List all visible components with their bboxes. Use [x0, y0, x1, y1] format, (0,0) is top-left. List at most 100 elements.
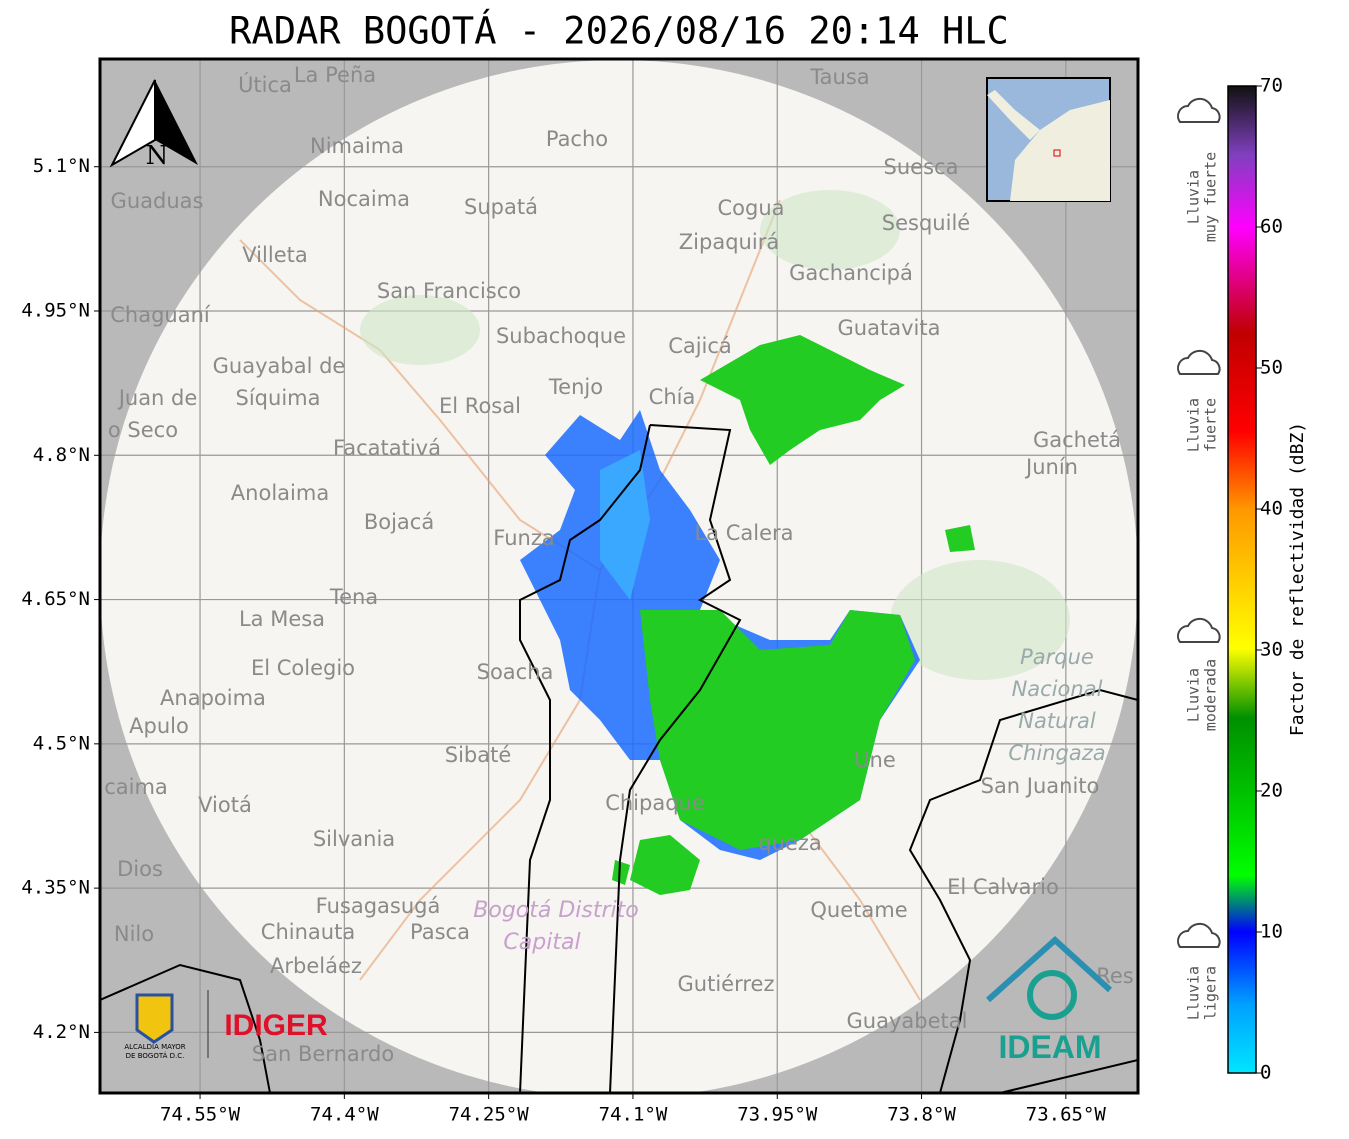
title: RADAR BOGOTÁ - 2026/08/16 20:14 HLC: [229, 9, 1009, 53]
place-label: Une: [854, 748, 896, 772]
place-label: Pasca: [410, 920, 470, 944]
place-label: Guayabal de: [213, 354, 346, 378]
place-label: Gachancipá: [789, 261, 913, 285]
place-label: La Peña: [294, 63, 376, 87]
park-label: Chingaza: [1008, 741, 1105, 765]
map-frame: [98, 57, 1140, 1095]
y-tick-label: 4.65°N: [21, 588, 90, 610]
colorbar-tick-label: 0: [1260, 1062, 1271, 1084]
colorbar-tick-label: 60: [1260, 216, 1283, 238]
place-label: Zipaquirá: [679, 230, 779, 254]
rain-class-label: Lluvia: [1185, 966, 1203, 1020]
logo-ideam-text: IDEAM: [998, 1029, 1101, 1065]
boundaries: [100, 424, 1138, 1093]
rain-class-label: muy fuerte: [1202, 152, 1220, 242]
x-tick-label: 74.1°W: [599, 1104, 668, 1126]
rain-icon: [1177, 922, 1221, 948]
x-tick-label: 73.65°W: [1026, 1104, 1107, 1126]
place-label: Cajicá: [668, 334, 732, 358]
place-label: Junín: [1024, 455, 1078, 479]
rain-class-label: Lluvia: [1185, 398, 1203, 452]
place-label: Dios: [117, 857, 163, 881]
x-tick-label: 74.4°W: [310, 1104, 379, 1126]
place-label: Tena: [329, 585, 378, 609]
rain-class-label: Lluvia: [1185, 170, 1203, 224]
place-label: Bojacá: [364, 510, 434, 534]
x-tick-label: 73.8°W: [887, 1104, 956, 1126]
place-label: Nimaima: [310, 134, 404, 158]
rain-icon: [1177, 617, 1221, 643]
place-label: Anapoima: [160, 686, 266, 710]
y-tick-label: 4.35°N: [21, 877, 90, 899]
colorbar-label: Factor de reflectividad (dBZ): [1287, 422, 1308, 736]
colorbar: [1227, 85, 1257, 1074]
y-tick-label: 5.1°N: [33, 155, 90, 177]
north-label: N: [146, 141, 169, 171]
place-label: El Calvario: [947, 875, 1059, 899]
y-tick-label: 4.5°N: [33, 732, 90, 754]
place-label: Subachoque: [496, 324, 626, 348]
colorbar-tick-label: 20: [1260, 780, 1283, 802]
place-label: Quetame: [810, 898, 907, 922]
radar-echoes: [520, 335, 975, 895]
logo-idiger: IDIGER: [224, 1009, 328, 1042]
place-label: Apulo: [129, 714, 189, 738]
colorbar-tick-label: 50: [1260, 357, 1283, 379]
place-label: La Calera: [694, 521, 793, 545]
x-tick-label: 74.55°W: [160, 1104, 241, 1126]
map: Útica La Peña Tausa Pacho Nimaima Guaduas Noca…: [100, 59, 1138, 1093]
place-label: o Seco: [108, 418, 178, 442]
place-label: Síquima: [236, 386, 321, 410]
place-label: Silvania: [313, 827, 395, 851]
inset-map: [986, 77, 1111, 202]
place-label: San Bernardo: [252, 1042, 394, 1066]
logo-text: DE BOGOTÁ D.C.: [126, 1051, 185, 1060]
place-label: caima: [104, 775, 168, 799]
place-label: Soacha: [477, 660, 554, 684]
place-label: Chía: [649, 385, 696, 409]
terrain: [360, 190, 1070, 680]
place-label: San Francisco: [377, 279, 521, 303]
north-arrow: N: [109, 79, 198, 171]
place-label: queza: [758, 831, 821, 855]
place-label: Sibaté: [445, 743, 512, 767]
district-label: Capital: [503, 930, 580, 955]
rain-icon: [1177, 97, 1221, 123]
rain-class-label: ligera: [1202, 966, 1220, 1020]
place-label: Chipaque: [605, 791, 705, 815]
y-tick-label: 4.95°N: [21, 300, 90, 322]
place-label: El Colegio: [251, 656, 355, 680]
y-tick-label: 4.8°N: [33, 444, 90, 466]
place-label: Tenjo: [548, 375, 603, 399]
y-tick-label: 4.2°N: [33, 1021, 90, 1043]
logo-ideam: IDEAM: [985, 935, 1113, 1065]
place-label: Arbeláez: [270, 954, 362, 978]
rain-icon: [1177, 349, 1221, 375]
place-label: Facatativá: [333, 436, 441, 460]
place-label: Gachetá: [1033, 428, 1121, 452]
place-label: Gutiérrez: [678, 972, 775, 996]
colorbar-tick-label: 70: [1260, 75, 1283, 97]
colorbar-tick-label: 30: [1260, 639, 1283, 661]
place-label: Cogua: [717, 196, 784, 220]
place-label: Sesquilé: [882, 211, 970, 235]
colorbar-tick-label: 10: [1260, 921, 1283, 943]
logo-alcaldia: ALCALDÍA MAYOR DE BOGOTÁ D.C. IDIGER: [124, 990, 328, 1060]
place-label: Viotá: [198, 793, 252, 817]
place-label: Suesca: [884, 155, 959, 179]
place-label: Útica: [238, 72, 292, 97]
place-label: La Mesa: [239, 607, 325, 631]
place-label: Guaduas: [111, 189, 204, 213]
place-label: Villeta: [242, 243, 307, 267]
rain-class-label: moderada: [1202, 659, 1220, 731]
place-label: Chinauta: [261, 920, 355, 944]
place-label: Guayabetal: [847, 1009, 968, 1033]
rain-class-label: fuerte: [1202, 398, 1220, 452]
x-tick-label: 74.25°W: [449, 1104, 530, 1126]
colorbar-tick-label: 40: [1260, 498, 1283, 520]
place-label: Pacho: [546, 127, 608, 151]
park-label: Natural: [1018, 709, 1096, 733]
place-label: Guatavita: [838, 316, 941, 340]
rain-class-label: Lluvia: [1185, 668, 1203, 722]
place-label: Funza: [493, 526, 554, 550]
